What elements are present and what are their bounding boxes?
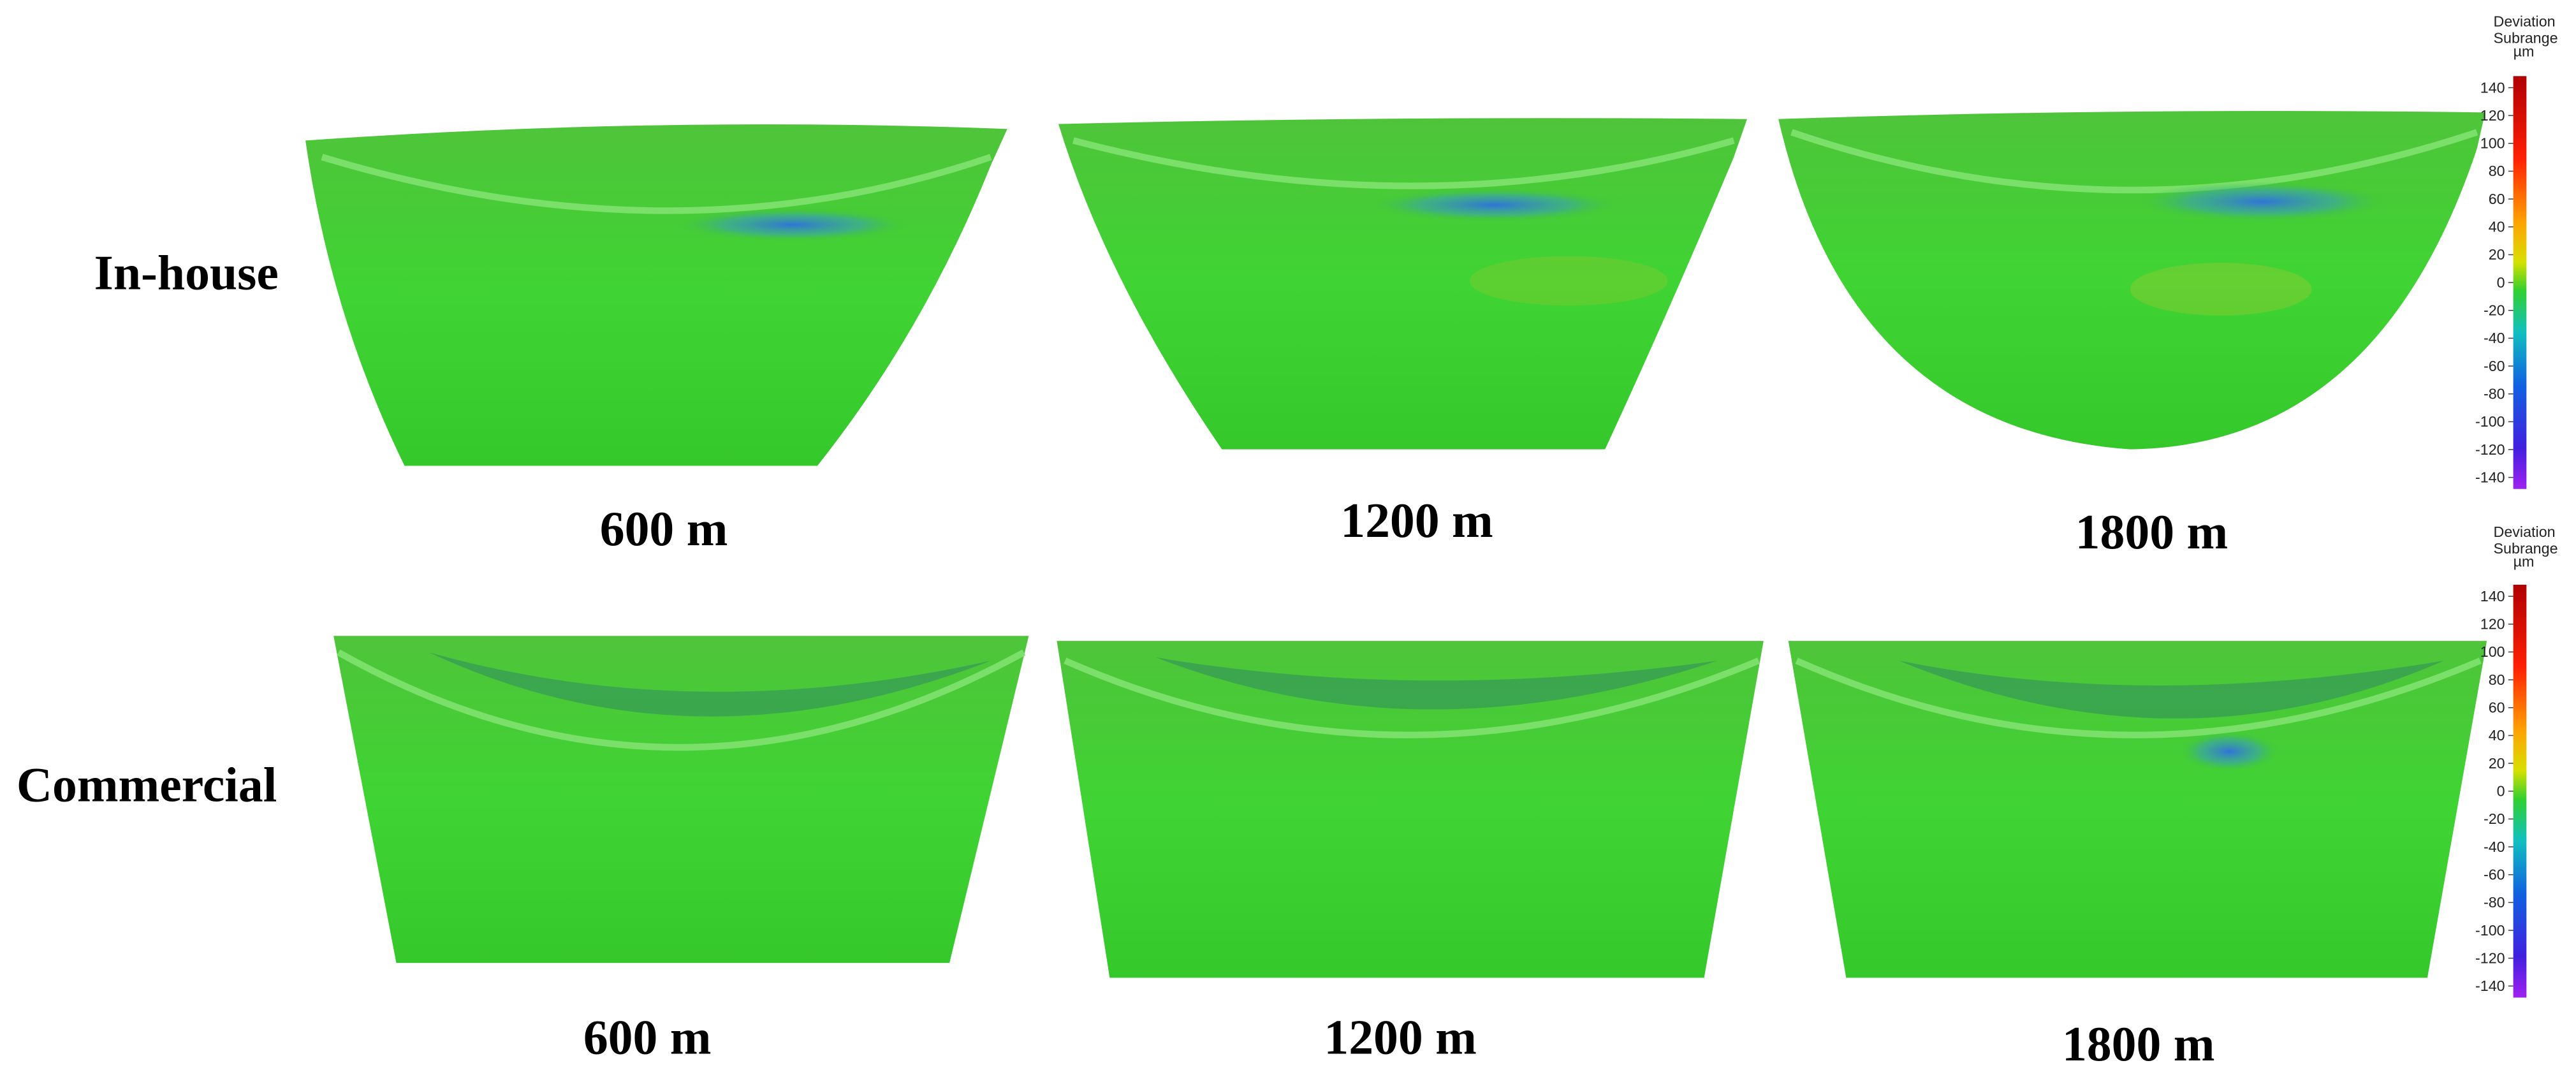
colorbar-tick-label: -40 [2484,839,2505,855]
scan-image [1778,111,2485,450]
colorbar-tick-label: 80 [2489,163,2505,179]
colorbar-tick-label: 0 [2497,274,2505,291]
colorbar-tick-label: 40 [2489,219,2505,235]
colorbar-tick-label: 20 [2489,755,2505,772]
row-label: Commercial [17,757,277,812]
colorbar-tick-label: 100 [2480,643,2505,660]
colorbar-title: Deviation [2494,13,2556,30]
colorbar-tick-label: -140 [2475,978,2505,994]
colorbar-tick-label: 120 [2480,107,2505,124]
colorbar-tick-label: -80 [2484,385,2505,402]
colorbar [2513,585,2527,998]
colorbar-unit: µm [2514,553,2535,570]
column-label: 1800 m [2075,504,2228,559]
column-label: 1800 m [2062,1016,2215,1071]
column-label: 1200 m [1340,493,1493,548]
colorbar-tick-label: -40 [2484,330,2505,346]
colorbar-tick-label: 140 [2480,588,2505,604]
colorbar-tick-label: 60 [2489,700,2505,716]
colorbar-title: Deviation [2494,524,2556,540]
colorbar [2513,76,2527,489]
colorbar-tick-label: 20 [2489,246,2505,263]
row-label: In-house [94,245,279,300]
colorbar-tick-label: -20 [2484,810,2505,827]
column-label: 600 m [600,501,728,556]
colorbar-tick-label: 60 [2489,191,2505,207]
colorbar-tick-label: 40 [2489,727,2505,744]
colorbar-tick-label: -120 [2475,949,2505,966]
colorbar-unit: µm [2514,43,2535,59]
scan-image [1057,641,1764,978]
colorbar-tick-label: -80 [2484,894,2505,911]
scan-image [333,636,1029,963]
colorbar-tick-label: 80 [2489,671,2505,688]
colorbar-tick-label: -60 [2484,358,2505,374]
colorbar-tick-label: -100 [2475,413,2505,430]
scan-image [305,124,1007,466]
colorbar-title: Subrange [2494,540,2558,557]
colorbar-title: Subrange [2494,30,2558,47]
colorbar-tick-label: -20 [2484,302,2505,319]
colorbar-tick-label: 120 [2480,616,2505,633]
colorbar-tick-label: 100 [2480,135,2505,152]
column-label: 600 m [583,1010,712,1065]
colorbar-tick-label: -140 [2475,469,2505,485]
scan-image [1788,641,2487,978]
scan-image [1058,118,1747,450]
colorbar-tick-label: 140 [2480,79,2505,96]
colorbar-tick-label: -60 [2484,866,2505,883]
colorbar-tick-label: 0 [2497,783,2505,800]
colorbar-tick-label: -120 [2475,441,2505,458]
colorbar-tick-label: -100 [2475,922,2505,939]
column-label: 1200 m [1324,1010,1477,1065]
